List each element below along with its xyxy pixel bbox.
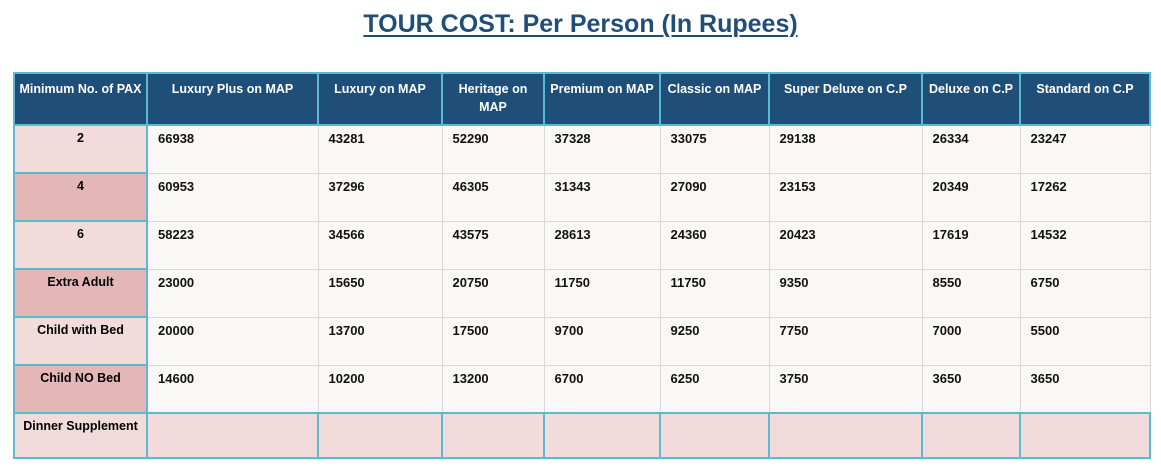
data-cell [543, 412, 661, 459]
data-cell: 23153 [768, 172, 923, 222]
data-cell: 17262 [1019, 172, 1151, 222]
table-row: 2 66938 43281 52290 37328 33075 29138 26334 2324… [13, 124, 1151, 174]
table-body: 2 66938 43281 52290 37328 33075 29138 26334 2324… [13, 124, 1151, 459]
data-cell: 13200 [441, 364, 545, 414]
data-cell [146, 412, 319, 459]
data-cell: 37296 [317, 172, 443, 222]
row-label: Dinner Supplement [13, 412, 148, 459]
column-header: Classic on MAP [659, 72, 770, 126]
data-cell [921, 412, 1021, 459]
data-cell: 66938 [146, 124, 319, 174]
column-header: Minimum No. of PAX [13, 72, 148, 126]
row-label: Child with Bed [13, 316, 148, 366]
data-cell: 6700 [543, 364, 661, 414]
data-cell: 58223 [146, 220, 319, 270]
data-cell: 24360 [659, 220, 770, 270]
data-cell: 10200 [317, 364, 443, 414]
data-cell: 20000 [146, 316, 319, 366]
column-header: Heritage on MAP [441, 72, 545, 126]
table-row: Extra Adult 23000 15650 20750 11750 11750 9350… [13, 268, 1151, 318]
row-label: 6 [13, 220, 148, 270]
data-cell: 23000 [146, 268, 319, 318]
data-cell [768, 412, 923, 459]
data-cell: 60953 [146, 172, 319, 222]
data-cell [1019, 412, 1151, 459]
data-cell: 26334 [921, 124, 1021, 174]
row-label: 4 [13, 172, 148, 222]
data-cell: 14600 [146, 364, 319, 414]
table-row: Child NO Bed 14600 10200 13200 6700 6250 3750 3… [13, 364, 1151, 414]
data-cell: 3650 [921, 364, 1021, 414]
data-cell: 6250 [659, 364, 770, 414]
column-header: Super Deluxe on C.P [768, 72, 923, 126]
data-cell: 14532 [1019, 220, 1151, 270]
data-cell: 3750 [768, 364, 923, 414]
data-cell: 7750 [768, 316, 923, 366]
data-cell: 9700 [543, 316, 661, 366]
table-row: Child with Bed 20000 13700 17500 9700 9250 775… [13, 316, 1151, 366]
data-cell: 17619 [921, 220, 1021, 270]
data-cell: 43575 [441, 220, 545, 270]
data-cell: 9350 [768, 268, 923, 318]
column-header: Deluxe on C.P [921, 72, 1021, 126]
data-cell: 11750 [659, 268, 770, 318]
table-row: 4 60953 37296 46305 31343 27090 23153 20349 1726… [13, 172, 1151, 222]
data-cell [317, 412, 443, 459]
table-row: 6 58223 34566 43575 28613 24360 20423 17619 1453… [13, 220, 1151, 270]
data-cell: 27090 [659, 172, 770, 222]
data-cell [659, 412, 770, 459]
data-cell: 15650 [317, 268, 443, 318]
data-cell: 17500 [441, 316, 545, 366]
data-cell: 34566 [317, 220, 443, 270]
data-cell: 37328 [543, 124, 661, 174]
data-cell: 7000 [921, 316, 1021, 366]
column-header: Luxury Plus on MAP [146, 72, 319, 126]
data-cell: 46305 [441, 172, 545, 222]
column-header: Luxury on MAP [317, 72, 443, 126]
column-header: Premium on MAP [543, 72, 661, 126]
row-label: Child NO Bed [13, 364, 148, 414]
tour-cost-table: Minimum No. of PAX Luxury Plus on MAP Luxu… [13, 72, 1151, 459]
data-cell: 8550 [921, 268, 1021, 318]
data-cell [441, 412, 545, 459]
table-header-row: Minimum No. of PAX Luxury Plus on MAP Luxu… [13, 72, 1151, 126]
data-cell: 11750 [543, 268, 661, 318]
data-cell: 23247 [1019, 124, 1151, 174]
data-cell: 20750 [441, 268, 545, 318]
row-label: 2 [13, 124, 148, 174]
data-cell: 3650 [1019, 364, 1151, 414]
row-label: Extra Adult [13, 268, 148, 318]
data-cell: 6750 [1019, 268, 1151, 318]
column-header: Standard on C.P [1019, 72, 1151, 126]
data-cell: 29138 [768, 124, 923, 174]
page-title: TOUR COST: Per Person (In Rupees) [363, 10, 798, 38]
data-cell: 9250 [659, 316, 770, 366]
data-cell: 43281 [317, 124, 443, 174]
table-row: Dinner Supplement [13, 412, 1151, 459]
data-cell: 20349 [921, 172, 1021, 222]
data-cell: 5500 [1019, 316, 1151, 366]
data-cell: 52290 [441, 124, 545, 174]
data-cell: 31343 [543, 172, 661, 222]
data-cell: 28613 [543, 220, 661, 270]
data-cell: 13700 [317, 316, 443, 366]
data-cell: 20423 [768, 220, 923, 270]
data-cell: 33075 [659, 124, 770, 174]
